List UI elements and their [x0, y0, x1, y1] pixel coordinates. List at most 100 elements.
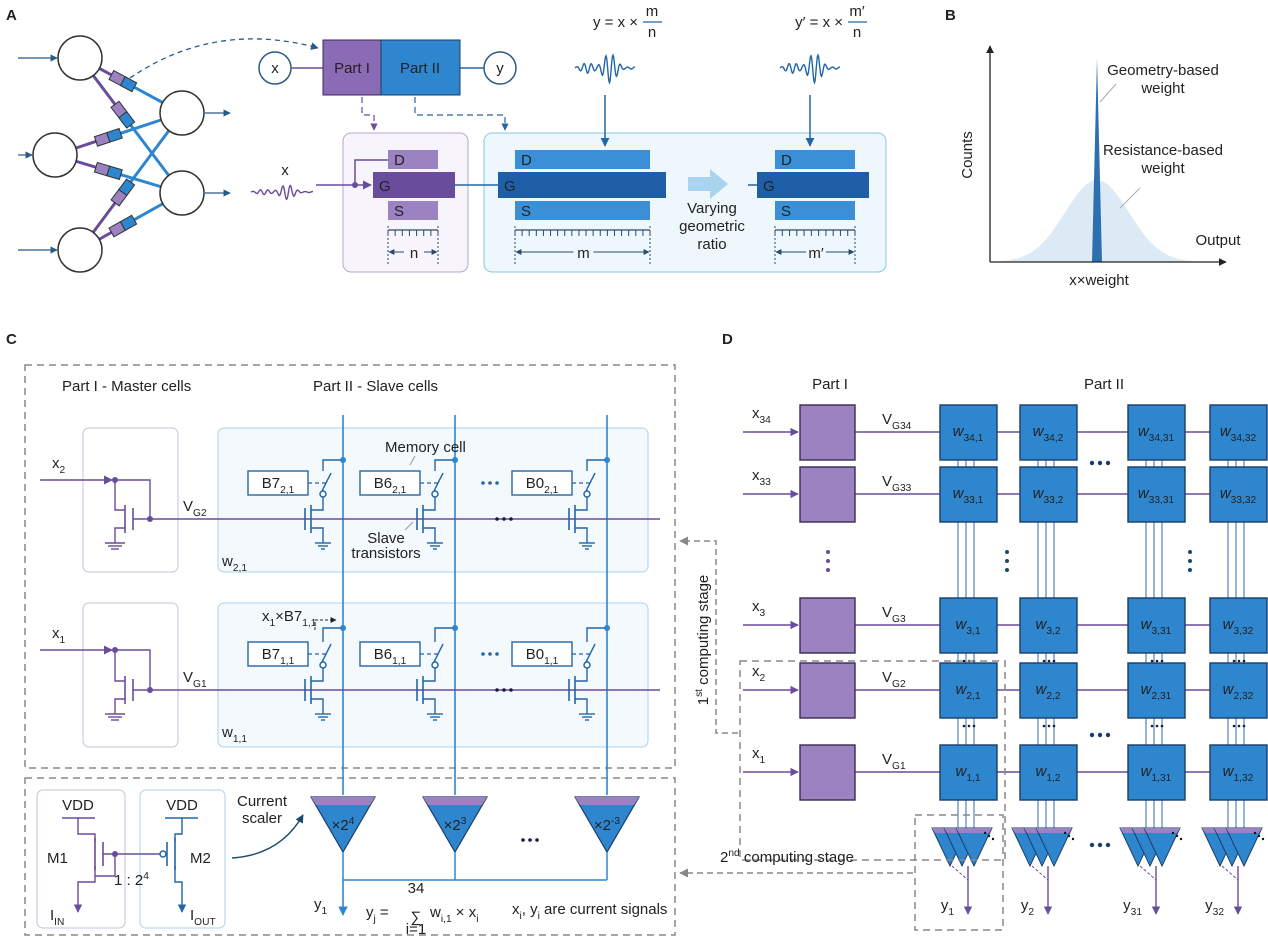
- text-run: V: [882, 411, 892, 428]
- ellipsis-dot: [1232, 659, 1236, 663]
- ellipsis-dot: [1042, 724, 1046, 728]
- weight-cell: w3,1: [955, 616, 980, 637]
- text-run: w: [1223, 763, 1235, 780]
- text-run: 2,31: [1152, 691, 1172, 702]
- scaler-band: [1226, 828, 1262, 833]
- weight-cell: w33,2: [1033, 485, 1064, 506]
- node: [452, 625, 458, 631]
- neuron: [159, 90, 205, 136]
- panel-label: A: [6, 7, 17, 24]
- text-run: 2: [60, 465, 66, 476]
- ellipsis-dot: [1155, 659, 1159, 663]
- text-run: I: [50, 907, 54, 924]
- equation: wi,1 × xi: [429, 904, 478, 925]
- output-label: y2: [1021, 897, 1035, 918]
- scaler-band: [1036, 828, 1072, 833]
- box: [139, 789, 226, 929]
- box: [939, 404, 998, 461]
- wire: [951, 865, 969, 881]
- wire: [434, 459, 455, 471]
- text-run: w: [1223, 681, 1235, 698]
- ellipsis-dot: [1105, 732, 1111, 738]
- neuron: [57, 227, 103, 273]
- ellipsis-dot: [1063, 831, 1067, 835]
- text-run: G3: [892, 614, 906, 625]
- wire: [322, 627, 343, 642]
- text-run: 33: [760, 477, 772, 488]
- text-run: st: [694, 689, 705, 697]
- device-label: M1: [47, 850, 68, 867]
- box: [373, 172, 455, 198]
- wire: [311, 698, 324, 714]
- node: [147, 687, 153, 693]
- wire: [423, 527, 436, 543]
- wire: [423, 698, 436, 714]
- wire: [114, 698, 125, 714]
- input-label: x3: [752, 598, 766, 619]
- text-run: y: [366, 904, 374, 921]
- text-run: computing stage: [740, 849, 854, 866]
- ellipsis-dot: [1232, 724, 1236, 728]
- ellipsis-dot: [1047, 659, 1051, 663]
- text-run: =: [376, 904, 389, 921]
- ellipsis-dot: [488, 481, 492, 485]
- wire: [585, 643, 596, 663]
- wire: [585, 472, 596, 492]
- stage-label: 2nd computing stage: [720, 848, 854, 866]
- weight-cell: w1,2: [1035, 763, 1060, 784]
- wire: [575, 676, 588, 682]
- wire: [586, 459, 607, 471]
- text-run: w: [953, 485, 965, 502]
- box: [775, 201, 855, 220]
- wire: [114, 527, 125, 543]
- box: [739, 660, 1006, 861]
- wire: [409, 455, 416, 466]
- current-label: IOUT: [190, 907, 216, 928]
- current-label: IIN: [50, 907, 64, 928]
- curved-arrow: [231, 814, 304, 859]
- text-run: i: [476, 914, 478, 925]
- text-run: -3: [611, 816, 620, 827]
- node: [112, 477, 118, 483]
- resistor: [106, 127, 123, 143]
- section-title: Part I - Master cells: [62, 378, 191, 395]
- text-run: B6: [374, 646, 392, 663]
- weight-cell: w2,31: [1141, 681, 1172, 702]
- gate-label: VG3: [882, 604, 906, 625]
- wire: [311, 676, 324, 682]
- text-run: 1: [322, 906, 328, 917]
- box: [939, 466, 998, 523]
- weight-cell: w2,1: [955, 681, 980, 702]
- wire: [679, 536, 738, 734]
- text-run: V: [882, 473, 892, 490]
- box: [82, 427, 179, 573]
- text-run: w: [1220, 423, 1232, 440]
- ellipsis-dot: [1042, 659, 1046, 663]
- box: [1019, 404, 1078, 461]
- text-run: 33,1: [964, 495, 984, 506]
- text-run: 1,1: [233, 734, 247, 745]
- annotation: Resistance-based: [1103, 142, 1223, 159]
- wire: [1139, 865, 1157, 881]
- node: [340, 625, 346, 631]
- text-run: w: [429, 904, 441, 921]
- text-run: G1: [892, 761, 906, 772]
- node: [147, 516, 153, 522]
- text-run: 1: [695, 697, 712, 705]
- wire: [1119, 187, 1141, 209]
- terminal-label: D: [521, 152, 532, 169]
- ellipsis-dot: [1171, 831, 1175, 835]
- text-run: i: [520, 911, 522, 922]
- text-run: 1,1: [280, 656, 294, 667]
- resistor: [119, 76, 138, 93]
- gate-label: VG1: [183, 669, 207, 690]
- annotation: Current: [237, 793, 288, 810]
- text-run: 34,1: [964, 433, 984, 444]
- annotation: Geometry-based: [1107, 62, 1219, 79]
- ellipsis-dot: [1261, 837, 1265, 841]
- box: [799, 744, 856, 801]
- ellipsis-dot: [481, 652, 485, 656]
- text-run: 1: [270, 618, 276, 629]
- wire: [311, 505, 324, 511]
